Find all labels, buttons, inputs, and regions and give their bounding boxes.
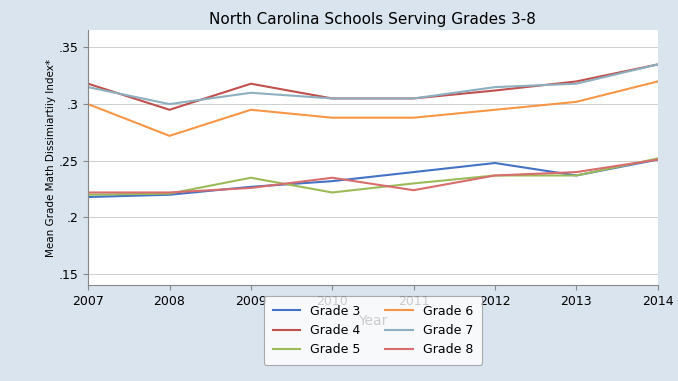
Grade 5 [410, 181, 418, 186]
Grade 8 [572, 170, 580, 174]
Grade 6 [84, 102, 92, 106]
X-axis label: Year: Year [358, 314, 388, 328]
Grade 7 [247, 91, 255, 95]
Line: Grade 5: Grade 5 [88, 158, 658, 195]
Grade 8 [247, 186, 255, 190]
Grade 6 [654, 79, 662, 84]
Legend: Grade 3, Grade 4, Grade 5, Grade 6, Grade 7, Grade 8: Grade 3, Grade 4, Grade 5, Grade 6, Grad… [264, 296, 482, 365]
Grade 3 [328, 179, 336, 183]
Grade 3 [410, 170, 418, 174]
Grade 4 [572, 79, 580, 84]
Grade 3 [84, 195, 92, 199]
Grade 8 [165, 190, 174, 195]
Line: Grade 4: Grade 4 [88, 64, 658, 110]
Grade 6 [165, 134, 174, 138]
Grade 4 [410, 96, 418, 101]
Grade 7 [491, 85, 499, 90]
Grade 5 [84, 192, 92, 197]
Grade 7 [165, 102, 174, 106]
Grade 8 [654, 157, 662, 162]
Grade 3 [165, 192, 174, 197]
Grade 7 [410, 96, 418, 101]
Grade 8 [84, 190, 92, 195]
Grade 6 [572, 99, 580, 104]
Line: Grade 8: Grade 8 [88, 160, 658, 192]
Grade 5 [328, 190, 336, 195]
Grade 4 [247, 82, 255, 86]
Grade 4 [165, 107, 174, 112]
Grade 8 [410, 188, 418, 192]
Line: Grade 7: Grade 7 [88, 64, 658, 104]
Grade 4 [328, 96, 336, 101]
Grade 7 [84, 85, 92, 90]
Grade 8 [491, 173, 499, 178]
Grade 3 [491, 161, 499, 165]
Grade 6 [328, 115, 336, 120]
Y-axis label: Mean Grade Math Dissimiartiiy Index*: Mean Grade Math Dissimiartiiy Index* [45, 59, 56, 257]
Line: Grade 3: Grade 3 [88, 160, 658, 197]
Grade 3 [654, 157, 662, 162]
Grade 3 [572, 173, 580, 178]
Grade 5 [654, 156, 662, 161]
Grade 6 [491, 107, 499, 112]
Grade 4 [84, 82, 92, 86]
Grade 7 [572, 82, 580, 86]
Grade 3 [247, 184, 255, 189]
Title: North Carolina Schools Serving Grades 3-8: North Carolina Schools Serving Grades 3-… [210, 11, 536, 27]
Grade 6 [247, 107, 255, 112]
Grade 4 [491, 88, 499, 93]
Grade 5 [247, 176, 255, 180]
Grade 6 [410, 115, 418, 120]
Grade 8 [328, 176, 336, 180]
Grade 5 [572, 173, 580, 178]
Line: Grade 6: Grade 6 [88, 82, 658, 136]
Grade 7 [654, 62, 662, 67]
Grade 5 [165, 191, 174, 196]
Grade 5 [491, 173, 499, 178]
Grade 4 [654, 62, 662, 67]
Grade 7 [328, 96, 336, 101]
